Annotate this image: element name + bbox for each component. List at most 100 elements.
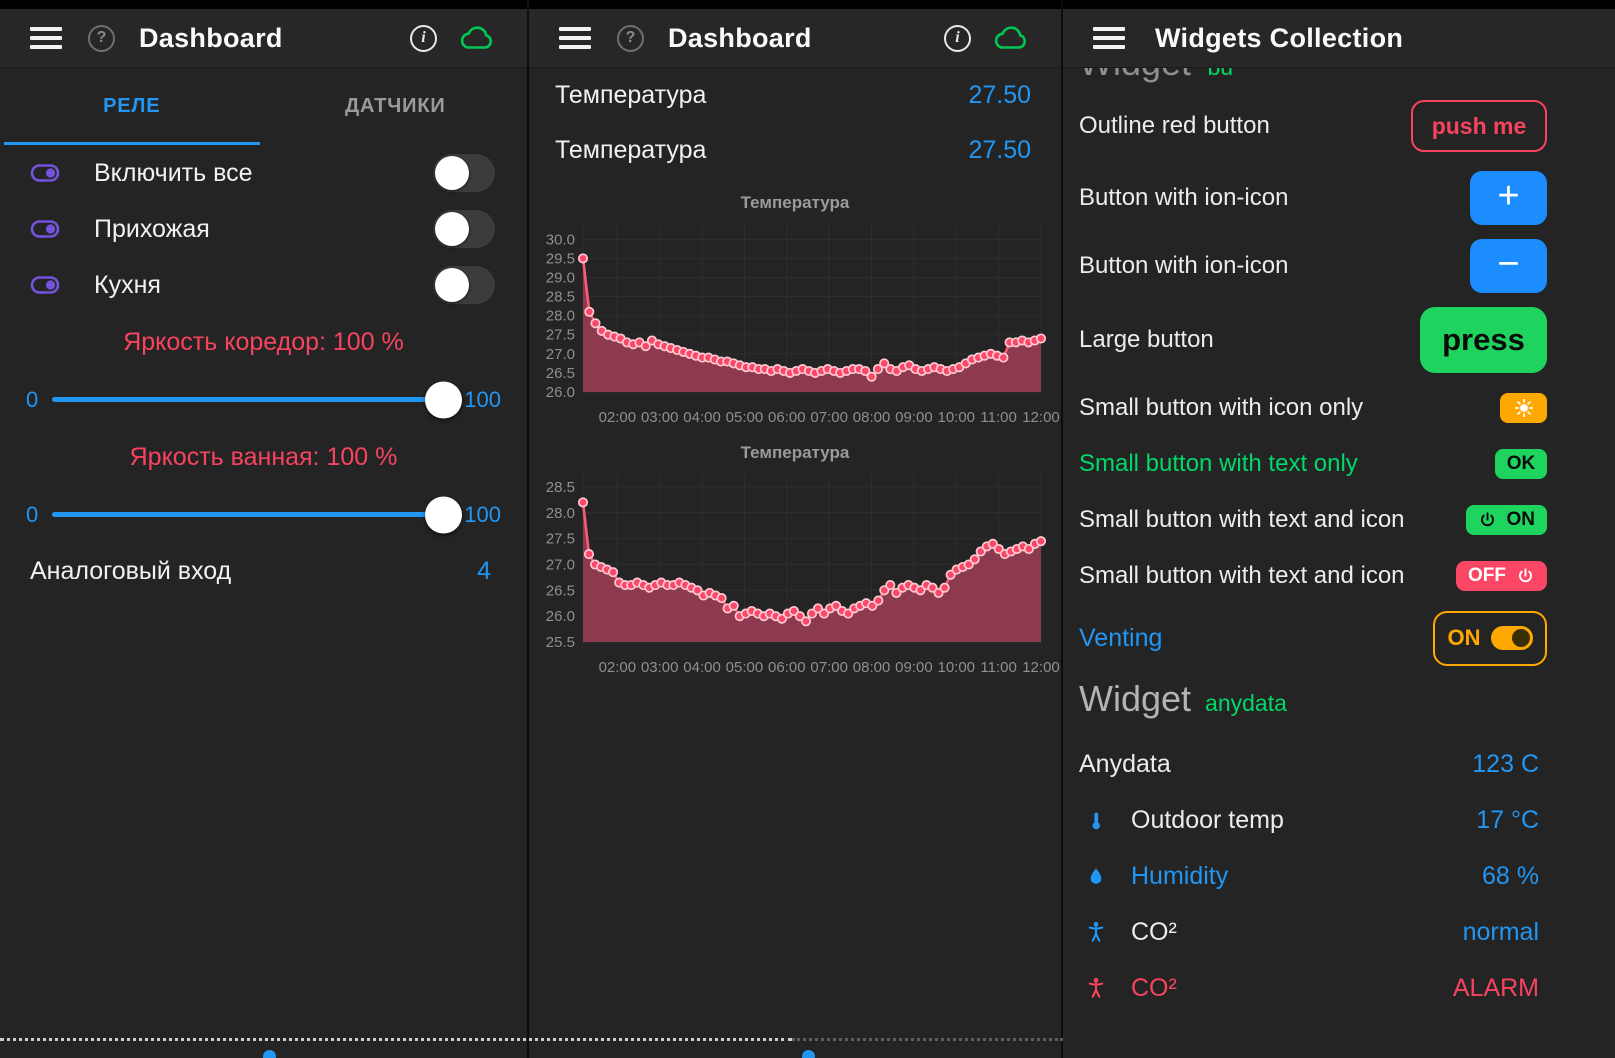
- analog-input-label: Аналоговый вход: [30, 556, 232, 585]
- status-bar: [0, 0, 527, 9]
- widget-label: Small button with icon only: [1079, 394, 1364, 421]
- on-button-label: ON: [1506, 509, 1536, 530]
- temperature-row-2: Температура 27.50: [529, 123, 1061, 178]
- venting-label: Venting: [1079, 623, 1163, 652]
- svg-text:12:00: 12:00: [1022, 659, 1060, 676]
- svg-text:03:00: 03:00: [641, 409, 679, 426]
- tab-relays[interactable]: РЕЛЕ: [0, 68, 264, 145]
- outdoor-temp-row: Outdoor temp 17 °C: [1063, 792, 1615, 848]
- help-icon[interactable]: ?: [88, 24, 115, 52]
- co2-normal-row: CO² normal: [1063, 904, 1615, 960]
- svg-text:10:00: 10:00: [937, 659, 975, 676]
- venting-button[interactable]: ON: [1433, 610, 1547, 666]
- svg-text:29.5: 29.5: [546, 250, 575, 267]
- switch-row-kitchen: Кухня: [0, 257, 527, 313]
- menu-icon[interactable]: [30, 27, 62, 49]
- app-bar: ? Dashboard i: [529, 9, 1061, 68]
- menu-icon[interactable]: [1093, 27, 1125, 49]
- switch-kitchen-toggle[interactable]: [433, 266, 495, 304]
- tab-sensors[interactable]: ДАТЧИКИ: [344, 95, 446, 117]
- widget-label: Button with ion-icon: [1079, 252, 1289, 279]
- bottom-nav-icon-partial[interactable]: [263, 1050, 276, 1058]
- thermometer-icon: [1079, 808, 1113, 833]
- svg-text:11:00: 11:00: [980, 659, 1016, 676]
- slider-bathroom-track[interactable]: [52, 496, 463, 533]
- temperature-chart-1: Температура 30.0 29.5 29.0 28.5 28.0 27.5 27.0…: [529, 190, 1061, 428]
- slider-corridor-track[interactable]: [52, 381, 463, 418]
- help-icon[interactable]: ?: [617, 24, 644, 52]
- person-icon: [1079, 919, 1113, 945]
- widget-label: Small button with text only: [1079, 450, 1358, 477]
- widget-label: Button with ion-icon: [1079, 184, 1289, 211]
- info-icon[interactable]: i: [944, 24, 971, 52]
- humidity-value: 68 %: [1482, 861, 1539, 890]
- status-bar: [1063, 0, 1615, 9]
- switch-all-toggle[interactable]: [433, 154, 495, 192]
- svg-text:06:00: 06:00: [768, 659, 806, 676]
- toggle-icon: [30, 161, 60, 185]
- bottom-dotted-divider-dim: [792, 1038, 1063, 1041]
- co2-alarm-label: CO²: [1131, 973, 1177, 1002]
- sun-button[interactable]: [1500, 393, 1547, 423]
- info-icon[interactable]: i: [410, 24, 437, 52]
- temperature-label: Температура: [555, 81, 707, 109]
- toggle-icon: [30, 273, 60, 297]
- off-button[interactable]: OFF: [1456, 561, 1547, 591]
- widget-row-text-icon-off: Small button with text and icon OFF: [1063, 548, 1615, 604]
- page-title: Dashboard: [139, 22, 283, 53]
- page-title: Widgets Collection: [1155, 22, 1404, 53]
- off-button-label: OFF: [1468, 565, 1506, 586]
- plus-button[interactable]: +: [1470, 171, 1547, 225]
- co2-alarm-value: ALARM: [1452, 973, 1539, 1002]
- widget-row-icon-only: Small button with icon only: [1063, 380, 1615, 436]
- chart-title: Температура: [740, 443, 850, 462]
- ok-button[interactable]: OK: [1495, 449, 1547, 479]
- analog-input-row: Аналоговый вход 4: [0, 543, 527, 599]
- co2-value: normal: [1462, 917, 1539, 946]
- press-button[interactable]: press: [1420, 307, 1547, 373]
- co2-alarm-row: CO² ALARM: [1063, 960, 1615, 1016]
- co2-label: CO²: [1131, 917, 1177, 946]
- svg-text:09:00: 09:00: [895, 409, 933, 426]
- toggle-icon: [30, 217, 60, 241]
- svg-text:28.5: 28.5: [546, 289, 575, 306]
- tab-bar: РЕЛЕ ДАТЧИКИ: [0, 68, 527, 145]
- panel-widgets-collection: Widgets Collection Widget bu Outline red…: [1063, 0, 1615, 1058]
- bottom-dotted-divider: [0, 1038, 792, 1041]
- app-bar: Widgets Collection: [1063, 9, 1615, 68]
- switch-label: Включить все: [94, 158, 253, 187]
- svg-text:08:00: 08:00: [853, 659, 891, 676]
- outdoor-temp-label: Outdoor temp: [1131, 805, 1284, 834]
- venting-button-label: ON: [1447, 625, 1481, 650]
- svg-text:26.0: 26.0: [546, 384, 575, 401]
- svg-text:02:00: 02:00: [599, 659, 637, 676]
- anydata-value: 123 C: [1472, 749, 1539, 778]
- on-button[interactable]: ON: [1465, 505, 1547, 535]
- humidity-row: Humidity 68 %: [1063, 848, 1615, 904]
- slider-bathroom-knob[interactable]: [425, 496, 463, 533]
- chart-title: Температура: [740, 193, 850, 212]
- anydata-heading-subtitle: anydata: [1205, 690, 1287, 716]
- svg-text:02:00: 02:00: [599, 409, 637, 426]
- svg-text:25.5: 25.5: [546, 634, 575, 651]
- person-icon: [1079, 975, 1113, 1001]
- widget-label: Small button with text and icon: [1079, 562, 1405, 589]
- svg-text:27.5: 27.5: [546, 531, 575, 548]
- anydata-row: Anydata 123 C: [1063, 736, 1615, 792]
- svg-text:27.0: 27.0: [546, 346, 575, 363]
- push-me-button[interactable]: push me: [1411, 100, 1547, 152]
- panel-dashboard-sensors: ? Dashboard i Температура 27.50 Температ…: [527, 0, 1063, 1058]
- clipped-heading-title: Widget: [1079, 68, 1191, 83]
- humidity-label: Humidity: [1131, 861, 1229, 890]
- svg-text:08:00: 08:00: [853, 409, 891, 426]
- widget-row-text-icon-on: Small button with text and icon ON: [1063, 492, 1615, 548]
- slider-corridor-knob[interactable]: [425, 381, 463, 418]
- svg-text:28.0: 28.0: [546, 505, 575, 522]
- bottom-nav-icon-partial[interactable]: [802, 1050, 815, 1058]
- menu-icon[interactable]: [559, 27, 591, 49]
- minus-button[interactable]: −: [1470, 239, 1547, 293]
- switch-hallway-toggle[interactable]: [433, 210, 495, 248]
- svg-text:05:00: 05:00: [726, 659, 764, 676]
- widget-row-plus: Button with ion-icon +: [1063, 164, 1615, 232]
